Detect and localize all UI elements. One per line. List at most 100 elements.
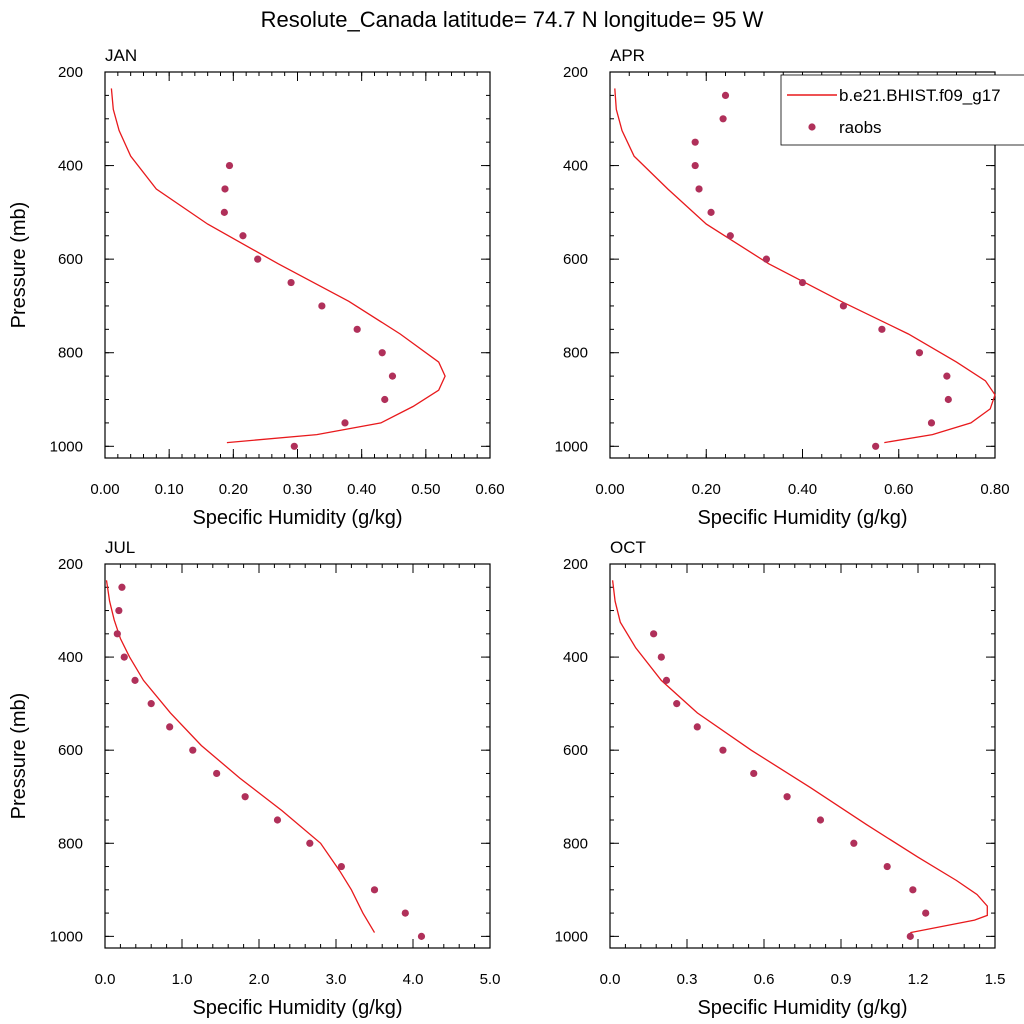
- obs-point: [691, 138, 699, 146]
- obs-point: [721, 91, 730, 99]
- x-tick-label: 0.60: [884, 481, 913, 498]
- y-tick-label: 600: [58, 742, 83, 759]
- obs-point: [695, 185, 703, 193]
- x-tick-label: 0.0: [95, 971, 116, 988]
- obs-point: [816, 816, 825, 824]
- panel-apr: 0.00 0.20 0.40 0.60 0.80 200 400 600 800 1000 APR S…: [555, 46, 1010, 529]
- model-series-line: [611, 580, 988, 934]
- x-tick-label: 0.6: [754, 971, 775, 988]
- panel-title: JUL: [105, 538, 135, 557]
- y-tick-label: 200: [58, 64, 83, 81]
- y-axis-title: Pressure (mb): [8, 693, 30, 820]
- x-tick-label: 1.5: [985, 971, 1006, 988]
- y-tick-label: 1000: [50, 928, 83, 945]
- obs-point: [221, 185, 229, 193]
- y-tick-label: 400: [563, 158, 588, 175]
- panel-title: OCT: [610, 538, 646, 557]
- obs-point: [254, 255, 262, 263]
- obs-point: [417, 932, 426, 940]
- obs-point: [353, 325, 361, 333]
- x-tick-label: 0.40: [788, 481, 817, 498]
- plot-frame: [104, 563, 491, 949]
- x-tick-label: 0.30: [283, 481, 312, 498]
- legend-model-label: b.e21.BHIST.f09_g17: [839, 86, 1001, 105]
- y-tick-label: 200: [563, 64, 588, 81]
- obs-point: [944, 395, 952, 404]
- obs-point: [306, 839, 314, 847]
- obs-point: [707, 208, 715, 216]
- obs-point: [115, 606, 123, 615]
- x-tick-label: 2.0: [249, 971, 270, 988]
- y-tick-label: 200: [563, 556, 588, 573]
- y-tick-label: 1000: [555, 438, 588, 455]
- obs-point: [650, 630, 658, 638]
- x-tick-label: 0.9: [831, 971, 852, 988]
- x-tick-label: 0.0: [600, 971, 621, 988]
- obs-point: [401, 909, 409, 917]
- x-tick-label: 0.40: [347, 481, 376, 498]
- panel-jan: 0.00 0.10 0.20 0.30 0.40 0.50 0.60 200 400 600 800…: [8, 46, 505, 529]
- y-tick-label: 1000: [555, 928, 588, 945]
- panel-title: APR: [610, 46, 645, 65]
- obs-point: [189, 746, 197, 754]
- obs-point: [872, 442, 880, 450]
- panel-jul: 0.0 1.0 2.0 3.0 4.0 5.0 200 400 600 800 1000 JUL Spe…: [8, 538, 500, 1019]
- x-tick-label: 3.0: [326, 971, 347, 988]
- y-tick-label: 800: [563, 345, 588, 362]
- obs-point: [673, 700, 681, 708]
- obs-point: [750, 769, 758, 778]
- x-tick-label: 0.60: [475, 481, 504, 498]
- plot-frame: [609, 563, 996, 949]
- panel-oct: 0.0 0.3 0.6 0.9 1.2 1.5 200 400 600 800 1000 OCT Spe…: [555, 538, 1006, 1019]
- x-tick-label: 1.0: [172, 971, 193, 988]
- legend-box: [780, 74, 1024, 146]
- figure-title: Resolute_Canada latitude= 74.7 N longitu…: [261, 7, 764, 32]
- y-tick-label: 400: [563, 649, 588, 666]
- legend-obs-label: raobs: [839, 118, 882, 137]
- obs-point: [922, 909, 930, 917]
- obs-point: [839, 302, 848, 310]
- y-tick-label: 800: [58, 835, 83, 852]
- obs-point: [118, 583, 126, 591]
- obs-point: [213, 769, 221, 778]
- y-tick-label: 600: [58, 251, 83, 268]
- obs-point: [909, 886, 917, 894]
- x-tick-label: 0.3: [677, 971, 698, 988]
- y-tick-label: 800: [58, 345, 83, 362]
- x-tick-label: 4.0: [403, 971, 424, 988]
- panel-title: JAN: [105, 46, 137, 65]
- obs-point: [693, 723, 701, 731]
- obs-point: [381, 395, 389, 404]
- obs-point: [726, 232, 734, 240]
- obs-point: [915, 349, 924, 357]
- obs-point: [147, 700, 155, 708]
- obs-point: [906, 932, 914, 940]
- obs-point: [927, 419, 936, 427]
- model-series-line: [105, 580, 376, 933]
- obs-point: [241, 793, 249, 801]
- obs-point: [290, 442, 298, 450]
- obs-point: [166, 723, 174, 731]
- x-tick-label: 0.10: [155, 481, 184, 498]
- y-tick-label: 1000: [50, 438, 83, 455]
- obs-point: [388, 372, 397, 380]
- x-axis-title: Specific Humidity (g/kg): [192, 507, 402, 529]
- y-tick-label: 400: [58, 649, 83, 666]
- x-tick-label: 0.50: [411, 481, 440, 498]
- obs-point: [762, 255, 771, 263]
- y-tick-label: 400: [58, 158, 83, 175]
- obs-point: [878, 325, 886, 333]
- obs-point: [337, 862, 345, 871]
- obs-point: [691, 161, 699, 170]
- y-tick-label: 200: [58, 556, 83, 573]
- legend-obs-marker: [808, 123, 816, 131]
- obs-point: [657, 653, 665, 661]
- obs-point: [662, 676, 671, 684]
- obs-point: [131, 676, 139, 684]
- obs-point: [943, 372, 951, 380]
- obs-point: [370, 886, 379, 894]
- plot-frame: [104, 71, 491, 459]
- obs-point: [798, 278, 807, 287]
- obs-point: [225, 161, 234, 170]
